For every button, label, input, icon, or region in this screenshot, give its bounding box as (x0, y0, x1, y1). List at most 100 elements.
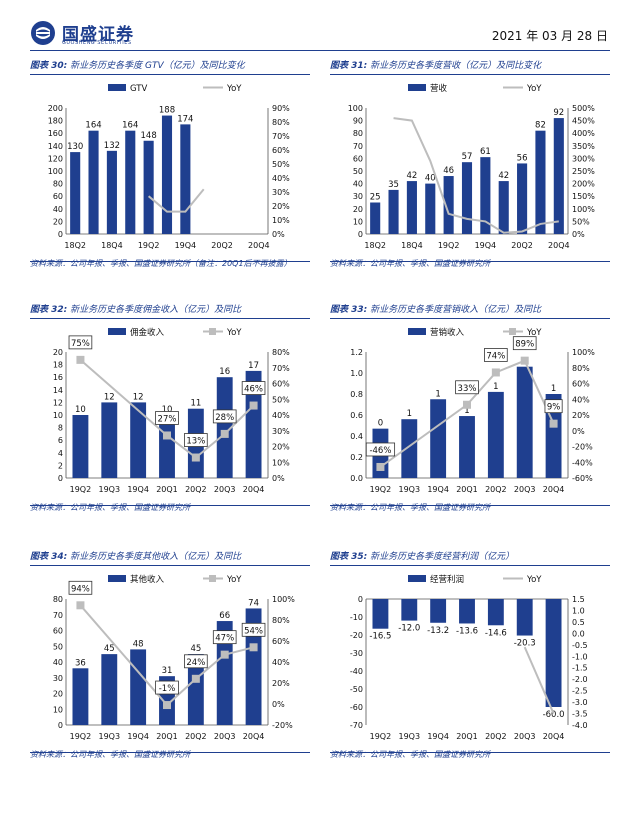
figure-source: 资料来源：公司年报、季报、国盛证券研究所 (330, 259, 490, 268)
yoy-data-label: 13% (186, 437, 205, 447)
yoy-data-label: 54% (244, 626, 263, 636)
yoy-label-box (68, 335, 93, 350)
legend: 经营利润 YoY (408, 574, 542, 585)
y-tick-label-right: 90% (272, 104, 290, 113)
bar-20Q2 (487, 599, 504, 626)
y-tick-label-right: 450% (572, 117, 595, 126)
figure-34-chart: 0 10 20 30 40 50 60 70 80 -20% 0% 20% 40% 60% 80% 100% 3… (53, 574, 295, 741)
yoy-line (147, 188, 205, 213)
bar-19Q2 (72, 668, 89, 725)
legend-marker-swatch (209, 575, 216, 582)
bar-20Q4 (545, 599, 562, 707)
bar-data-label: 148 (141, 131, 157, 141)
y-tick-label-right: 0.0 (572, 629, 585, 638)
y-tick-label-right: 10% (272, 458, 290, 467)
y-tick-label-right: 0.5 (572, 618, 585, 627)
yoy-label-box (68, 580, 93, 595)
yoy-data-label: -1% (159, 684, 176, 694)
yoy-marker (463, 400, 471, 409)
legend-bar-swatch (108, 84, 126, 91)
x-tick-label: 18Q2 (364, 241, 386, 250)
yoy-marker (491, 368, 500, 377)
yoy-data-label: 75% (71, 339, 90, 349)
y-tick-label-left: 30 (53, 674, 63, 683)
y-tick-label-right: 1.0 (572, 606, 585, 615)
x-tick-label: 19Q3 (398, 485, 420, 494)
y-tick-label-left: 140 (48, 142, 63, 151)
bar-19Q3 (101, 654, 118, 725)
bar-data-label: 12 (133, 392, 144, 402)
y-tick-label-left: 10 (53, 411, 63, 420)
brand-name-en: GUOSHENG SECURITIES (62, 40, 132, 46)
x-tick-label: 19Q2 (438, 241, 460, 250)
figure-source: 资料来源：公司年报、季报、国盛证券研究所 (30, 503, 190, 512)
y-tick-label-left: 30 (353, 192, 363, 201)
yoy-marker (191, 453, 200, 462)
yoy-label-box (212, 630, 237, 645)
bar-data-label: 57 (462, 152, 473, 162)
bar-data-label: -60.0 (543, 710, 565, 720)
x-tick-label: 19Q2 (70, 732, 92, 741)
bar-20Q3 (516, 599, 533, 636)
bar-data-label: 31 (162, 666, 173, 676)
x-tick-label: 20Q2 (511, 241, 533, 250)
y-tick-label-right: 100% (272, 595, 295, 604)
y-tick-label-left: 200 (48, 104, 63, 113)
y-tick-label-left: 50 (353, 167, 363, 176)
bar-19Q3 (161, 115, 173, 234)
y-tick-label-right: 20% (572, 411, 590, 420)
bar-data-label: 11 (190, 399, 201, 409)
bar-data-label: 164 (122, 121, 138, 131)
bar-18Q4 (406, 181, 417, 234)
bar-data-label: 74 (248, 598, 259, 608)
figure-32-panel: 图表 32: 新业务历史各季度佣金收入（亿元）及同比 0 2 4 6 8 10 12 14 16… (30, 302, 310, 517)
legend-line-label: YoY (526, 84, 542, 94)
legend-line-label: YoY (226, 575, 242, 585)
yoy-marker (520, 356, 529, 365)
y-tick-label-left: 80 (353, 129, 363, 138)
y-tick-label-left: 8 (58, 424, 63, 433)
y-tick-label-left: 0.0 (350, 474, 363, 483)
bar-data-label: 46 (443, 166, 454, 176)
y-tick-label-right: 0% (272, 474, 285, 483)
y-tick-label-right: -1.0 (572, 652, 588, 661)
report-date: 2021 年 03 月 28 日 (491, 29, 608, 43)
y-tick-label-right: 80% (272, 616, 290, 625)
bar-20Q4 (245, 370, 262, 478)
bar-20Q3 (216, 621, 233, 725)
y-tick-label-left: 0 (58, 230, 63, 239)
y-tick-label-right: 40% (572, 395, 590, 404)
figure-30-panel: 图表 30: 新业务历史各季度 GTV（亿元）及同比变化 0 20 40 60 80 10… (30, 58, 310, 273)
bar-data-label: -14.6 (485, 628, 507, 638)
y-tick-label-left: 1.2 (350, 348, 363, 357)
bar-19Q2 (143, 140, 154, 234)
x-tick-label: 20Q1 (456, 485, 478, 494)
yoy-marker (220, 429, 229, 438)
y-tick-label-right: 20% (272, 679, 290, 688)
bar-18Q4 (106, 150, 117, 234)
y-tick-label-right: 250% (572, 167, 595, 176)
x-tick-label: 20Q3 (214, 732, 236, 741)
y-tick-label-left: 2 (58, 461, 63, 470)
y-tick-label-right: 0% (272, 700, 285, 709)
bar-20Q4 (245, 608, 262, 725)
y-tick-label-left: 60 (53, 192, 63, 201)
bar-19Q4 (130, 649, 147, 725)
bar-19Q1 (425, 183, 436, 234)
figure-source: 资料来源：公司年报、季报、国盛证券研究所 (330, 750, 490, 759)
yoy-label-box (365, 442, 396, 457)
header-rule (30, 50, 610, 51)
y-tick-label-left: 100 (348, 104, 363, 113)
bar-20Q1 (459, 599, 475, 624)
bar-data-label: 40 (425, 174, 436, 184)
bar-data-label: 188 (159, 106, 175, 116)
y-tick-label-left: 40 (53, 205, 63, 214)
bar-18Q2 (370, 202, 381, 234)
y-tick-label-right: 0% (572, 427, 585, 436)
bar-18Q2 (70, 152, 81, 234)
y-tick-label-left: -60 (350, 703, 363, 712)
y-tick-label-left: 18 (53, 361, 63, 370)
figure-title: 图表 34: 新业务历史各季度其他收入（亿元）及同比 (30, 552, 242, 562)
x-tick-label: 20Q4 (548, 241, 570, 250)
y-tick-label-right: 100% (572, 348, 595, 357)
